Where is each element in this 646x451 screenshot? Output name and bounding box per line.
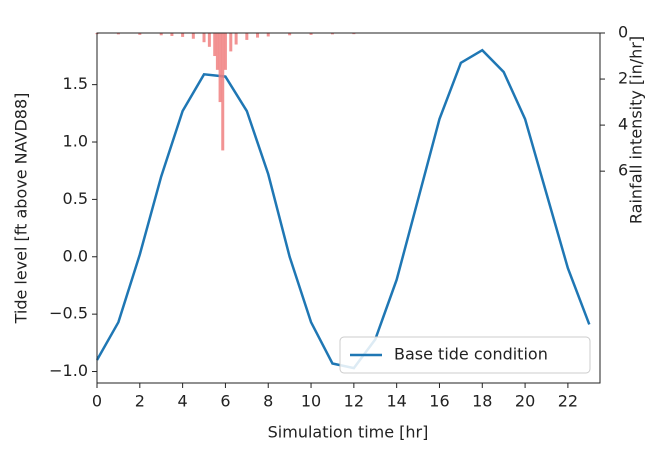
rain-bar: [223, 33, 227, 70]
rain-bar: [191, 33, 195, 39]
x-tick-label: 8: [263, 392, 273, 411]
y-tick-label: −0.5: [49, 304, 88, 323]
plot-frame: [96, 32, 601, 384]
rain-bar: [170, 33, 174, 36]
x-tick-label: 4: [178, 392, 188, 411]
y-tick-label: 1.5: [63, 74, 88, 93]
x-axis-label: Simulation time [hr]: [268, 423, 429, 442]
y2-axis-label: Rainfall intensity [in/hr]: [627, 36, 646, 224]
rain-bar: [207, 33, 211, 47]
x-tick-label: 18: [472, 392, 492, 411]
x-tick-label: 12: [344, 392, 364, 411]
y-tick-label: −1.0: [49, 361, 88, 380]
rain-bar: [309, 33, 313, 35]
rain-bar: [202, 33, 206, 43]
x-tick-label: 20: [515, 392, 535, 411]
x-tick-label: 14: [386, 392, 406, 411]
rain-bar: [266, 33, 270, 37]
rain-bar: [213, 33, 217, 57]
rain-bar: [218, 33, 222, 103]
y2-tick-label: 0: [618, 23, 628, 42]
rain-bar: [138, 33, 142, 35]
x-tick-label: 0: [92, 392, 102, 411]
rain-bar: [234, 33, 238, 45]
x-tick-label: 2: [135, 392, 145, 411]
rain-bar: [256, 33, 260, 38]
y2-tick-label: 4: [618, 115, 628, 134]
rain-bar: [159, 33, 163, 36]
y2-tick-label: 2: [618, 69, 628, 88]
rain-bar: [221, 33, 225, 151]
rain-bar: [245, 33, 249, 40]
y-tick-label: 1.0: [63, 132, 88, 151]
x-tick-label: 6: [220, 392, 230, 411]
y-tick-label: 0.0: [63, 246, 88, 265]
rain-bar: [215, 33, 219, 70]
x-tick-label: 16: [429, 392, 449, 411]
rain-bar: [330, 33, 334, 35]
y2-tick-label: 6: [618, 161, 628, 180]
x-tick-label: 22: [558, 392, 578, 411]
y-tick-label: 0.5: [63, 189, 88, 208]
rain-bar: [116, 33, 120, 35]
y-axis-label: Tide level [ft above NAVD88]: [12, 93, 31, 325]
x-tick-label: 10: [301, 392, 321, 411]
rain-bar: [352, 33, 356, 35]
tide-line: [95, 48, 591, 370]
legend-label: Base tide condition: [394, 345, 548, 364]
legend-box: [339, 336, 591, 374]
rain-bar: [181, 33, 185, 37]
rain-bar: [288, 33, 292, 36]
rain-bar: [229, 33, 233, 52]
